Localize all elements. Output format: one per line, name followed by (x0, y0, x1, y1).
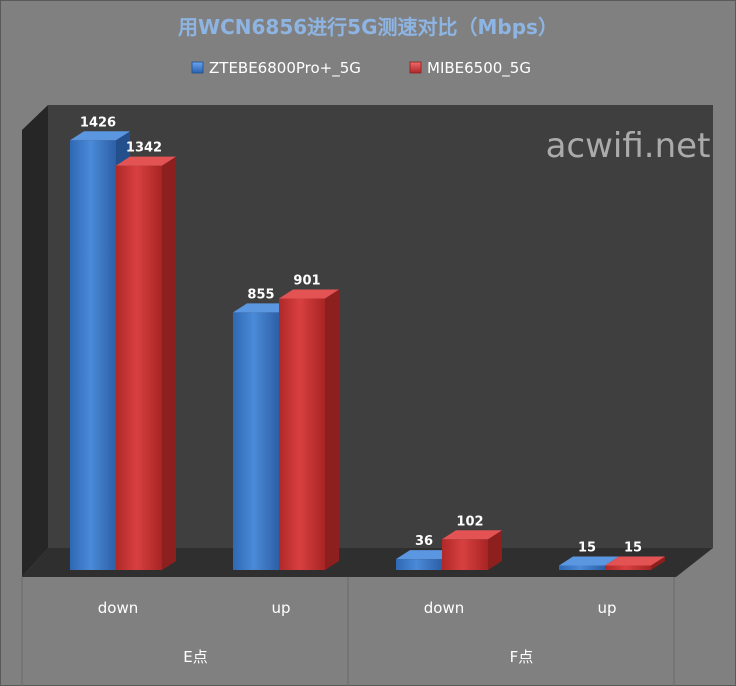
category-axis (21, 577, 675, 686)
data-label-series-2-cat-3: 102 (456, 514, 483, 529)
category-labels: down up down up E点 F点 (98, 599, 617, 666)
chart-title: 用WCN6856进行5G测速对比（Mbps） (178, 15, 558, 39)
bar-series-2-cat-3 (442, 530, 502, 570)
bar-series-2-cat-1 (116, 156, 176, 571)
back-wall (48, 105, 713, 548)
data-label-series-2-cat-2: 901 (293, 273, 320, 288)
group-label-2: F点 (510, 648, 534, 666)
bar-series-2-cat-4 (605, 556, 665, 570)
data-label-series-2-cat-4: 15 (624, 540, 642, 555)
category-label-3: down (424, 599, 464, 617)
labels-layer: 1426 1342 855 901 36 102 15 15 (80, 115, 642, 555)
bars-layer (70, 131, 665, 571)
legend-swatch-series-2 (409, 61, 422, 74)
legend-label-series-1: ZTEBE6800Pro+_5G (209, 59, 361, 78)
data-label-series-2-cat-1: 1342 (126, 141, 162, 156)
data-label-series-1-cat-3: 36 (415, 534, 433, 549)
category-label-2: up (271, 599, 290, 617)
data-label-series-1-cat-2: 855 (247, 287, 274, 302)
side-wall (22, 105, 48, 577)
legend-swatch-series-1 (191, 61, 204, 74)
category-label-1: down (98, 599, 138, 617)
data-label-series-1-cat-4: 15 (578, 540, 596, 555)
group-label-1: E点 (183, 648, 207, 666)
legend: ZTEBE6800Pro+_5G MIBE6500_5G (191, 59, 531, 78)
legend-label-series-2: MIBE6500_5G (427, 59, 531, 78)
watermark: acwifi.net (546, 126, 711, 166)
plot-area (22, 105, 713, 577)
bar-series-2-cat-2 (279, 289, 339, 570)
data-label-series-1-cat-1: 1426 (80, 115, 116, 130)
floor (22, 548, 713, 577)
category-label-4: up (597, 599, 616, 617)
